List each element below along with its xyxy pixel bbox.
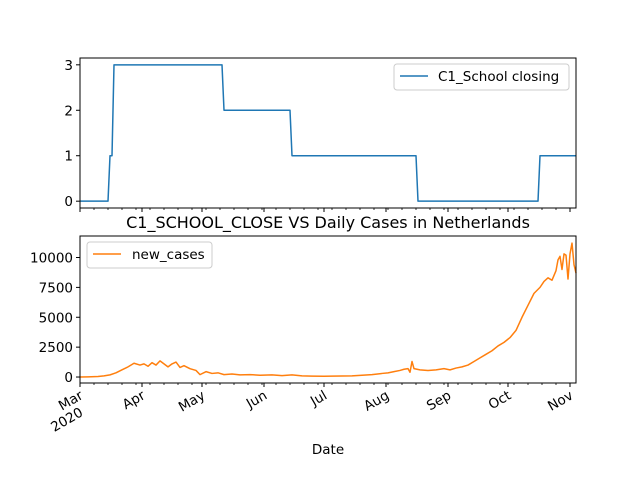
bottom-y-tick-label: 2500 (39, 340, 73, 356)
top-legend-box (393, 63, 570, 91)
bottom-y-tick-label: 0 (64, 370, 73, 386)
bottom-y-tick-label: 10000 (30, 251, 73, 267)
bottom-y-tick-label: 7500 (39, 280, 73, 296)
bottom-legend: new_cases (86, 241, 213, 269)
top-legend-label: C1_School closing (438, 69, 559, 85)
top-axes-frame (79, 57, 577, 209)
top-series-line-0 (80, 64, 576, 202)
school-closing-panel: 0 1 2 3 C1_School closing (64, 57, 577, 212)
x-tick-label: Jul (307, 388, 330, 411)
top-y-tick-label: 2 (64, 103, 73, 119)
bottom-legend-box (86, 241, 213, 269)
x-axis-label: Date (312, 442, 344, 458)
bottom-series-line-0 (79, 242, 577, 378)
top-legend: C1_School closing (393, 63, 570, 91)
top-y-tick-label: 0 (64, 194, 73, 210)
top-y-tick-label: 1 (64, 149, 73, 165)
bottom-axes-frame (79, 235, 577, 384)
top-y-tick-label: 3 (64, 58, 73, 74)
bottom-legend-label: new_cases (132, 247, 205, 263)
chart-title: C1_SCHOOL_CLOSE VS Daily Cases in Nether… (126, 213, 530, 233)
bottom-y-tick-label: 5000 (39, 310, 73, 326)
